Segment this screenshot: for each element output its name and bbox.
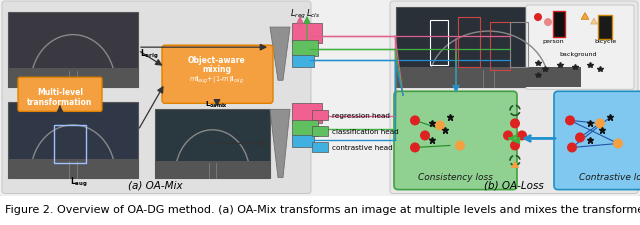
Polygon shape bbox=[270, 28, 290, 81]
Bar bbox=[312, 127, 328, 137]
Circle shape bbox=[595, 119, 605, 129]
Bar bbox=[292, 121, 318, 137]
Bar bbox=[312, 143, 328, 153]
Circle shape bbox=[565, 116, 575, 126]
FancyBboxPatch shape bbox=[2, 2, 311, 194]
Bar bbox=[8, 159, 138, 178]
FancyBboxPatch shape bbox=[18, 78, 102, 112]
Text: bicycle: bicycle bbox=[594, 39, 616, 44]
Circle shape bbox=[544, 19, 552, 27]
Polygon shape bbox=[270, 110, 290, 178]
Circle shape bbox=[455, 141, 465, 151]
Text: Figure 2. Overview of OA-DG method. (a) OA-Mix transforms an image at multiple l: Figure 2. Overview of OA-DG method. (a) … bbox=[5, 204, 640, 214]
Bar bbox=[292, 136, 314, 148]
Text: Contrastive loss: Contrastive loss bbox=[579, 172, 640, 181]
Bar bbox=[292, 56, 314, 68]
Circle shape bbox=[534, 14, 542, 22]
Text: $L_{cls}$: $L_{cls}$ bbox=[306, 8, 320, 20]
Bar bbox=[292, 41, 318, 57]
Bar bbox=[8, 103, 138, 178]
FancyBboxPatch shape bbox=[162, 46, 273, 104]
Bar bbox=[292, 104, 322, 124]
Circle shape bbox=[410, 116, 420, 126]
Text: (b) OA-Loss: (b) OA-Loss bbox=[484, 180, 544, 190]
FancyBboxPatch shape bbox=[394, 92, 517, 190]
Circle shape bbox=[567, 143, 577, 153]
Circle shape bbox=[517, 131, 527, 141]
FancyBboxPatch shape bbox=[554, 92, 640, 190]
FancyBboxPatch shape bbox=[526, 6, 634, 90]
Circle shape bbox=[510, 119, 520, 129]
Bar bbox=[155, 110, 270, 178]
Bar bbox=[396, 68, 581, 88]
Circle shape bbox=[503, 131, 513, 141]
Bar bbox=[292, 24, 322, 44]
Bar bbox=[155, 161, 270, 178]
Text: $\mathbf{L_{oamix}}$: $\mathbf{L_{oamix}}$ bbox=[205, 100, 228, 110]
Bar bbox=[8, 69, 138, 88]
Bar bbox=[8, 13, 138, 88]
Text: $\mathbf{L_{orig}}$: $\mathbf{L_{orig}}$ bbox=[140, 47, 159, 61]
Text: background: background bbox=[559, 52, 596, 57]
Bar bbox=[598, 16, 612, 40]
Text: $L_{reg}$: $L_{reg}$ bbox=[290, 7, 306, 20]
Circle shape bbox=[575, 133, 585, 143]
Text: contrastive head: contrastive head bbox=[332, 145, 393, 151]
Circle shape bbox=[510, 141, 520, 151]
Bar bbox=[312, 111, 328, 121]
Bar bbox=[553, 12, 565, 38]
Circle shape bbox=[435, 121, 445, 131]
Circle shape bbox=[420, 131, 430, 141]
Text: (a) OA-Mix: (a) OA-Mix bbox=[128, 180, 182, 190]
FancyBboxPatch shape bbox=[0, 0, 640, 197]
Bar bbox=[458, 18, 480, 68]
Circle shape bbox=[410, 143, 420, 153]
Text: classification head: classification head bbox=[332, 129, 399, 135]
Bar bbox=[430, 21, 448, 66]
Text: Object-aware: Object-aware bbox=[188, 55, 246, 64]
Bar bbox=[396, 8, 581, 88]
Text: $m\mathbf{I}_{aug}$+(1-$m$)$\mathbf{I}_{orig}$: $m\mathbf{I}_{aug}$+(1-$m$)$\mathbf{I}_{… bbox=[189, 74, 244, 86]
Text: regression head: regression head bbox=[332, 113, 390, 119]
Circle shape bbox=[613, 139, 623, 149]
Text: Multi-level: Multi-level bbox=[37, 87, 83, 96]
Text: $\mathbf{L_{aug}}$: $\mathbf{L_{aug}}$ bbox=[70, 175, 88, 188]
Text: transformation: transformation bbox=[28, 97, 93, 106]
Bar bbox=[490, 23, 510, 71]
Text: mixing: mixing bbox=[202, 64, 232, 73]
Bar bbox=[510, 23, 528, 68]
Text: person: person bbox=[542, 39, 564, 44]
Bar bbox=[54, 125, 86, 163]
FancyBboxPatch shape bbox=[390, 2, 638, 194]
Text: Consistency loss: Consistency loss bbox=[417, 172, 493, 181]
